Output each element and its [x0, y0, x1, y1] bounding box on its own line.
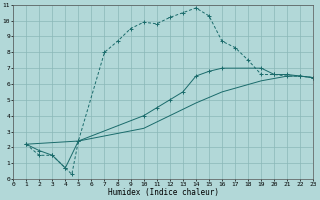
- X-axis label: Humidex (Indice chaleur): Humidex (Indice chaleur): [108, 188, 219, 197]
